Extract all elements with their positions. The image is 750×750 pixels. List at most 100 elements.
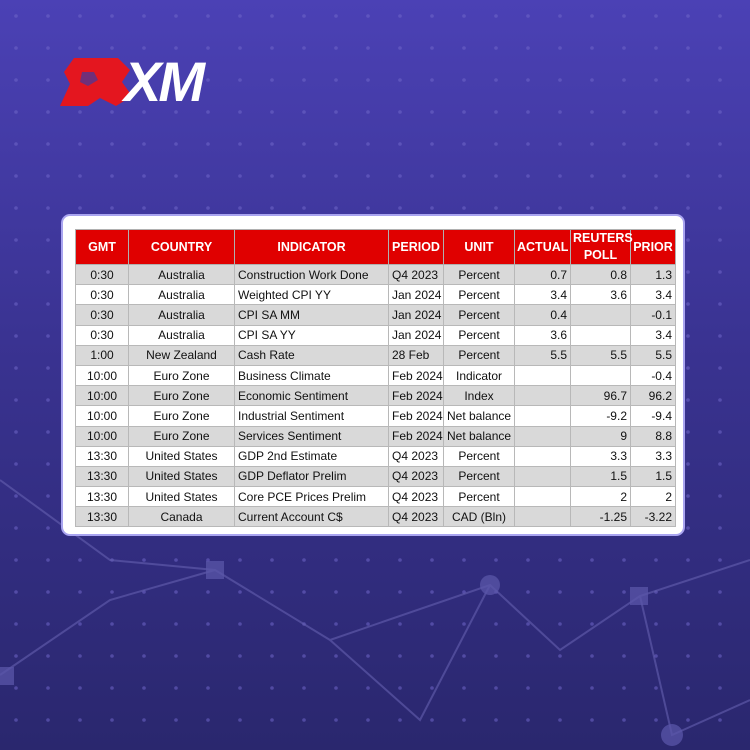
header-cell: ACTUAL bbox=[514, 229, 571, 265]
indicator-cell: CPI SA YY bbox=[234, 324, 389, 346]
unit-cell: Percent bbox=[443, 344, 515, 366]
gmt-cell: 13:30 bbox=[75, 465, 129, 488]
period-cell: Jan 2024 bbox=[388, 304, 444, 326]
unit-cell: Indicator bbox=[443, 364, 515, 387]
table-row: 10:00 Euro Zone Economic Sentiment Feb 2024… bbox=[75, 385, 676, 407]
period-cell: Q4 2023 bbox=[388, 465, 444, 488]
prior-cell: 5.5 bbox=[630, 344, 676, 366]
table-row: 10:00 Euro Zone Services Sentiment Feb 2024… bbox=[75, 425, 676, 447]
table-row: 1:00 New Zealand Cash Rate 28 Feb Percent 5.5… bbox=[75, 344, 676, 366]
actual-cell: 0.7 bbox=[514, 263, 571, 286]
period-cell: Feb 2024 bbox=[388, 364, 444, 387]
table-body: 0:30 Australia Construction Work Done Q4 20… bbox=[75, 263, 676, 528]
unit-cell: CAD (Bln) bbox=[443, 506, 515, 528]
actual-cell bbox=[514, 405, 571, 427]
header-cell: PERIOD bbox=[388, 229, 444, 265]
country-cell: Australia bbox=[128, 263, 235, 286]
table-row: 13:30 Canada Current Account C$ Q4 2023 CAD … bbox=[75, 506, 676, 528]
reuters-poll-cell: 3.6 bbox=[570, 284, 631, 306]
table-row: 13:30 United States GDP 2nd Estimate Q4 202… bbox=[75, 445, 676, 467]
prior-cell: 8.8 bbox=[630, 425, 676, 447]
gmt-cell: 10:00 bbox=[75, 385, 129, 407]
reuters-poll-cell: -1.25 bbox=[570, 506, 631, 528]
period-cell: Q4 2023 bbox=[388, 445, 444, 467]
country-cell: Australia bbox=[128, 324, 235, 346]
indicator-cell: Current Account C$ bbox=[234, 506, 389, 528]
gmt-cell: 13:30 bbox=[75, 486, 129, 508]
header-cell: GMT bbox=[75, 229, 129, 265]
period-cell: Q4 2023 bbox=[388, 263, 444, 286]
prior-cell: 1.3 bbox=[630, 263, 676, 286]
header-row: GMT COUNTRY INDICATOR PERIOD UNIT ACTUAL REUTE… bbox=[75, 229, 676, 265]
gmt-cell: 0:30 bbox=[75, 324, 129, 346]
gmt-cell: 10:00 bbox=[75, 405, 129, 427]
reuters-poll-cell: 5.5 bbox=[570, 344, 631, 366]
indicator-cell: Construction Work Done bbox=[234, 263, 389, 286]
gmt-cell: 13:30 bbox=[75, 445, 129, 467]
prior-cell: -3.22 bbox=[630, 506, 676, 528]
indicator-cell: CPI SA MM bbox=[234, 304, 389, 326]
header-cell: INDICATOR bbox=[234, 229, 389, 265]
indicator-cell: Weighted CPI YY bbox=[234, 284, 389, 306]
gmt-cell: 0:30 bbox=[75, 304, 129, 326]
period-cell: Jan 2024 bbox=[388, 324, 444, 346]
gmt-cell: 10:00 bbox=[75, 364, 129, 387]
header-cell: PRIOR bbox=[630, 229, 676, 265]
country-cell: Australia bbox=[128, 284, 235, 306]
gmt-cell: 13:30 bbox=[75, 506, 129, 528]
unit-cell: Percent bbox=[443, 486, 515, 508]
prior-cell: -0.4 bbox=[630, 364, 676, 387]
country-cell: United States bbox=[128, 486, 235, 508]
period-cell: Feb 2024 bbox=[388, 405, 444, 427]
country-cell: United States bbox=[128, 465, 235, 488]
indicator-cell: Economic Sentiment bbox=[234, 385, 389, 407]
table-row: 0:30 Australia Weighted CPI YY Jan 2024 Perc… bbox=[75, 284, 676, 306]
actual-cell: 3.4 bbox=[514, 284, 571, 306]
actual-cell: 3.6 bbox=[514, 324, 571, 346]
table-row: 13:30 United States GDP Deflator Prelim Q4 … bbox=[75, 465, 676, 488]
country-cell: Australia bbox=[128, 304, 235, 326]
actual-cell bbox=[514, 364, 571, 387]
calendar-table: GMT COUNTRY INDICATOR PERIOD UNIT ACTUAL REUTE… bbox=[75, 229, 676, 528]
gmt-cell: 0:30 bbox=[75, 284, 129, 306]
country-cell: Euro Zone bbox=[128, 405, 235, 427]
gmt-cell: 1:00 bbox=[75, 344, 129, 366]
header-cell: COUNTRY bbox=[128, 229, 235, 265]
indicator-cell: Services Sentiment bbox=[234, 425, 389, 447]
reuters-poll-cell: -9.2 bbox=[570, 405, 631, 427]
prior-cell: 3.4 bbox=[630, 324, 676, 346]
table-row: 0:30 Australia CPI SA YY Jan 2024 Percent 3.6… bbox=[75, 324, 676, 346]
period-cell: Q4 2023 bbox=[388, 506, 444, 528]
logo-text: XM bbox=[124, 50, 205, 113]
unit-cell: Net balance bbox=[443, 405, 515, 427]
prior-cell: 3.3 bbox=[630, 445, 676, 467]
table-row: 10:00 Euro Zone Industrial Sentiment Feb 20… bbox=[75, 405, 676, 427]
prior-cell: -9.4 bbox=[630, 405, 676, 427]
unit-cell: Net balance bbox=[443, 425, 515, 447]
reuters-poll-cell: 9 bbox=[570, 425, 631, 447]
reuters-poll-cell bbox=[570, 364, 631, 387]
gmt-cell: 10:00 bbox=[75, 425, 129, 447]
prior-cell: 96.2 bbox=[630, 385, 676, 407]
country-cell: United States bbox=[128, 445, 235, 467]
unit-cell: Percent bbox=[443, 465, 515, 488]
period-cell: Feb 2024 bbox=[388, 385, 444, 407]
indicator-cell: GDP 2nd Estimate bbox=[234, 445, 389, 467]
unit-cell: Percent bbox=[443, 263, 515, 286]
unit-cell: Index bbox=[443, 385, 515, 407]
actual-cell bbox=[514, 486, 571, 508]
prior-cell: 1.5 bbox=[630, 465, 676, 488]
header-cell: UNIT bbox=[443, 229, 515, 265]
prior-cell: 2 bbox=[630, 486, 676, 508]
country-cell: Euro Zone bbox=[128, 385, 235, 407]
logo-icon bbox=[60, 58, 132, 106]
indicator-cell: GDP Deflator Prelim bbox=[234, 465, 389, 488]
reuters-poll-cell bbox=[570, 304, 631, 326]
period-cell: 28 Feb bbox=[388, 344, 444, 366]
gmt-cell: 0:30 bbox=[75, 263, 129, 286]
prior-cell: -0.1 bbox=[630, 304, 676, 326]
country-cell: Canada bbox=[128, 506, 235, 528]
reuters-poll-cell: 3.3 bbox=[570, 445, 631, 467]
indicator-cell: Business Climate bbox=[234, 364, 389, 387]
